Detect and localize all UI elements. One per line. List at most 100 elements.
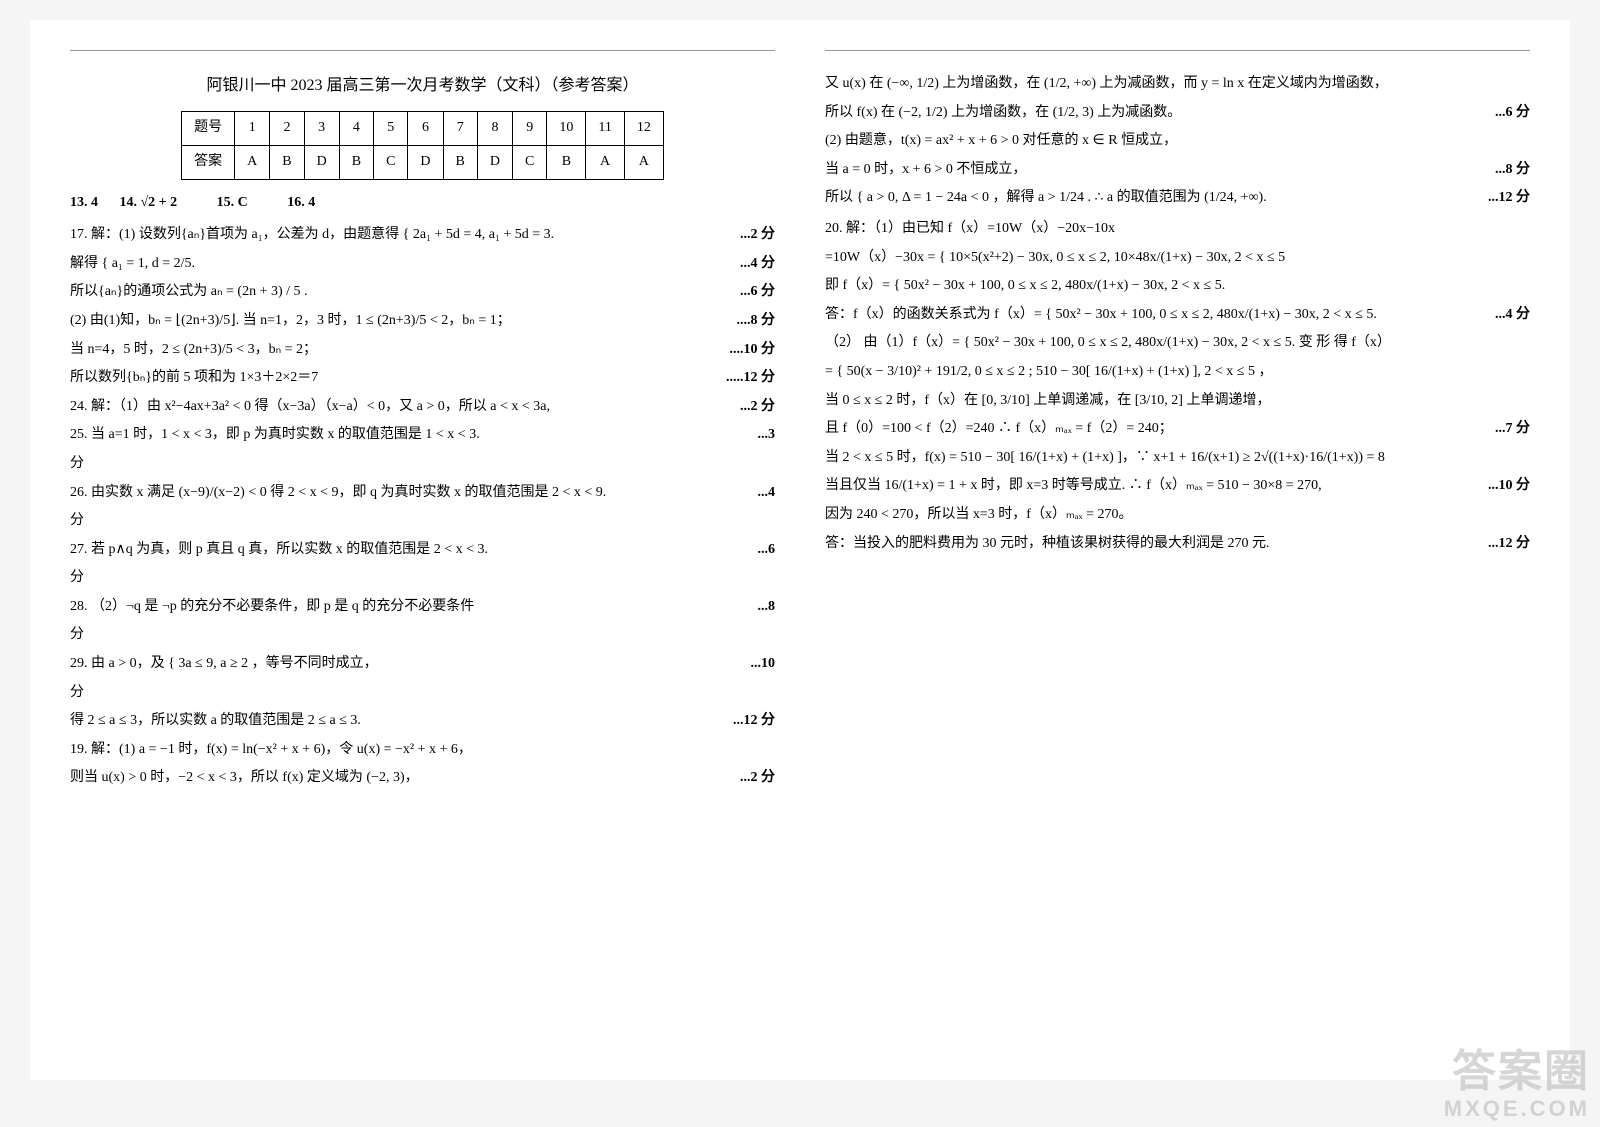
line-points: ...2 分 — [740, 222, 775, 249]
solution-line: 24. 解：（1）由 x²−4ax+3a² < 0 得（x−3a）（x−a）< … — [70, 394, 775, 421]
line-points: ...12 分 — [1488, 185, 1530, 212]
line-text: =10W（x）−30x = { 10×5(x²+2) − 30x, 0 ≤ x … — [825, 245, 1530, 272]
solution-line: 所以 { a > 0, Δ = 1 − 24a < 0 ，解得 a > 1/24… — [825, 185, 1530, 212]
solution-line: 即 f（x）= { 50x² − 30x + 100, 0 ≤ x ≤ 2, 4… — [825, 273, 1530, 300]
line-text: 当且仅当 16/(1+x) = 1 + x 时，即 x=3 时等号成立. ∴ f… — [825, 473, 1468, 500]
left-solution-lines: 17. 解：(1) 设数列{aₙ}首项为 a₁，公差为 d，由题意得 { 2a₁… — [70, 222, 775, 792]
answer-table: 题号 1 2 3 4 5 6 7 8 9 10 11 12 答案 A B D B… — [181, 111, 664, 179]
solution-line: 且 f（0）=100 < f（2）=240 ∴ f（x）ₘₐₓ = f（2）= … — [825, 416, 1530, 443]
header-label: 题号 — [182, 112, 235, 146]
line-text: 20. 解：（1）由已知 f（x）=10W（x）−20x−10x — [825, 216, 1530, 243]
line-points: ...4 — [758, 480, 776, 507]
line-text: 26. 由实数 x 满足 (x−9)/(x−2) < 0 得 2 < x < 9… — [70, 480, 738, 507]
line-text: 28. （2）¬q 是 ¬p 的充分不必要条件，即 p 是 q 的充分不必要条件 — [70, 594, 738, 621]
line-text: 答：f（x）的函数关系式为 f（x）= { 50x² − 30x + 100, … — [825, 302, 1475, 329]
line-points: ...2 分 — [740, 765, 775, 792]
solution-line: (2) 由(1)知，bₙ = ⌊(2n+3)/5⌋. 当 n=1，2，3 时，1… — [70, 308, 775, 335]
solution-line: 27. 若 p∧q 为真，则 p 真且 q 真，所以实数 x 的取值范围是 2 … — [70, 537, 775, 564]
line-points: ...10 分 — [1488, 473, 1530, 500]
line-points: ...8 分 — [1495, 157, 1530, 184]
line-text: 当 2 < x ≤ 5 时，f(x) = 510 − 30[ 16/(1+x) … — [825, 445, 1530, 472]
fill-in-answers: 13. 4 14. √2 + 2 15. C 16. 4 — [70, 190, 775, 217]
line-points: ...12 分 — [733, 708, 775, 735]
line-points: ...7 分 — [1495, 416, 1530, 443]
q16: 16. 4 — [287, 195, 315, 210]
line-text: (2) 由题意，t(x) = ax² + x + 6 > 0 对任意的 x ∈ … — [825, 128, 1530, 155]
solution-line: 当 2 < x ≤ 5 时，f(x) = 510 − 30[ 16/(1+x) … — [825, 445, 1530, 472]
solution-line: 17. 解：(1) 设数列{aₙ}首项为 a₁，公差为 d，由题意得 { 2a₁… — [70, 222, 775, 249]
solution-line: 所以 f(x) 在 (−2, 1/2) 上为增函数，在 (1/2, 3) 上为减… — [825, 100, 1530, 127]
line-text: 所以 { a > 0, Δ = 1 − 24a < 0 ，解得 a > 1/24… — [825, 185, 1468, 212]
line-text: 分 — [70, 565, 775, 592]
line-points: ...6 分 — [740, 279, 775, 306]
solution-line: 所以数列{bₙ}的前 5 项和为 1×3＋2×2＝7.....12 分 — [70, 365, 775, 392]
solution-line: （2） 由（1）f（x）= { 50x² − 30x + 100, 0 ≤ x … — [825, 330, 1530, 357]
q15: 15. C — [217, 195, 248, 210]
solution-line: 解得 { a₁ = 1, d = 2/5....4 分 — [70, 251, 775, 278]
solution-line: 因为 240 < 270，所以当 x=3 时，f（x）ₘₐₓ = 270。 — [825, 502, 1530, 529]
solution-line: 19. 解：(1) a = −1 时，f(x) = ln(−x² + x + 6… — [70, 737, 775, 764]
line-points: ...12 分 — [1488, 531, 1530, 558]
solution-line: 分 — [70, 508, 775, 535]
line-text: = { 50(x − 3/10)² + 191/2, 0 ≤ x ≤ 2 ; 5… — [825, 359, 1530, 386]
line-text: 分 — [70, 680, 775, 707]
line-text: 因为 240 < 270，所以当 x=3 时，f（x）ₘₐₓ = 270。 — [825, 502, 1530, 529]
line-text: 得 2 ≤ a ≤ 3，所以实数 a 的取值范围是 2 ≤ a ≤ 3. — [70, 708, 713, 735]
line-text: 所以数列{bₙ}的前 5 项和为 1×3＋2×2＝7 — [70, 365, 706, 392]
line-points: ...8 — [758, 594, 776, 621]
solution-line: 当 0 ≤ x ≤ 2 时，f（x）在 [0, 3/10] 上单调递减，在 [3… — [825, 388, 1530, 415]
solution-line: 25. 当 a=1 时，1 < x < 3，即 p 为真时实数 x 的取值范围是… — [70, 422, 775, 449]
solution-line: 分 — [70, 622, 775, 649]
line-points: ...6 分 — [1495, 100, 1530, 127]
solution-line: 当 n=4，5 时，2 ≤ (2n+3)/5 < 3，bₙ = 2； ....10… — [70, 337, 775, 364]
line-text: 当 n=4，5 时，2 ≤ (2n+3)/5 < 3，bₙ = 2； — [70, 337, 710, 364]
q13: 13. 4 — [70, 195, 98, 210]
line-text: 则当 u(x) > 0 时，−2 < x < 3，所以 f(x) 定义域为 (−… — [70, 765, 720, 792]
exam-answer-page: 阿银川一中 2023 届高三第一次月考数学（文科）（参考答案） 题号 1 2 3… — [30, 20, 1570, 1080]
line-text: 解得 { a₁ = 1, d = 2/5. — [70, 251, 720, 278]
solution-line: 答：f（x）的函数关系式为 f（x）= { 50x² − 30x + 100, … — [825, 302, 1530, 329]
solution-line: 分 — [70, 565, 775, 592]
line-points: ...2 分 — [740, 394, 775, 421]
solution-line: (2) 由题意，t(x) = ax² + x + 6 > 0 对任意的 x ∈ … — [825, 128, 1530, 155]
line-text: 17. 解：(1) 设数列{aₙ}首项为 a₁，公差为 d，由题意得 { 2a₁… — [70, 222, 720, 249]
solution-line: =10W（x）−30x = { 10×5(x²+2) − 30x, 0 ≤ x … — [825, 245, 1530, 272]
line-text: 29. 由 a > 0，及 { 3a ≤ 9, a ≥ 2 ，等号不同时成立， — [70, 651, 731, 678]
solution-line: 当 a = 0 时，x + 6 > 0 不恒成立， ...8 分 — [825, 157, 1530, 184]
solution-line: 当且仅当 16/(1+x) = 1 + x 时，即 x=3 时等号成立. ∴ f… — [825, 473, 1530, 500]
line-text: 又 u(x) 在 (−∞, 1/2) 上为增函数，在 (1/2, +∞) 上为减… — [825, 71, 1530, 98]
line-points: ...3 — [758, 422, 776, 449]
solution-line: 分 — [70, 451, 775, 478]
answer-table-header-row: 题号 1 2 3 4 5 6 7 8 9 10 11 12 — [182, 112, 664, 146]
answer-table-answer-row: 答案 A B D B C D B D C B A A — [182, 145, 664, 179]
line-points: ...4 分 — [1495, 302, 1530, 329]
line-points: ....10 分 — [730, 337, 776, 364]
q14: 14. √2 + 2 — [120, 195, 178, 210]
line-text: 分 — [70, 508, 775, 535]
line-text: 24. 解：（1）由 x²−4ax+3a² < 0 得（x−3a）（x−a）< … — [70, 394, 720, 421]
solution-line: 得 2 ≤ a ≤ 3，所以实数 a 的取值范围是 2 ≤ a ≤ 3. ...1… — [70, 708, 775, 735]
line-points: ...6 — [758, 537, 776, 564]
line-text: 分 — [70, 622, 775, 649]
line-text: 当 a = 0 时，x + 6 > 0 不恒成立， — [825, 157, 1475, 184]
line-text: 当 0 ≤ x ≤ 2 时，f（x）在 [0, 3/10] 上单调递减，在 [3… — [825, 388, 1530, 415]
line-text: 所以{aₙ}的通项公式为 aₙ = (2n + 3) / 5 . — [70, 279, 720, 306]
solution-line: 26. 由实数 x 满足 (x−9)/(x−2) < 0 得 2 < x < 9… — [70, 480, 775, 507]
line-text: (2) 由(1)知，bₙ = ⌊(2n+3)/5⌋. 当 n=1，2，3 时，1… — [70, 308, 717, 335]
line-text: 25. 当 a=1 时，1 < x < 3，即 p 为真时实数 x 的取值范围是… — [70, 422, 738, 449]
right-solution-lines: 又 u(x) 在 (−∞, 1/2) 上为增函数，在 (1/2, +∞) 上为减… — [825, 71, 1530, 557]
line-text: 分 — [70, 451, 775, 478]
solution-line: 又 u(x) 在 (−∞, 1/2) 上为增函数，在 (1/2, +∞) 上为减… — [825, 71, 1530, 98]
line-points: ...10 — [751, 651, 776, 678]
left-column: 阿银川一中 2023 届高三第一次月考数学（文科）（参考答案） 题号 1 2 3… — [70, 50, 775, 1050]
watermark-big: 答案圈 — [1444, 1048, 1590, 1096]
line-text: 19. 解：(1) a = −1 时，f(x) = ln(−x² + x + 6… — [70, 737, 775, 764]
line-text: 所以 f(x) 在 (−2, 1/2) 上为增函数，在 (1/2, 3) 上为减… — [825, 100, 1475, 127]
answer-row-label: 答案 — [182, 145, 235, 179]
solution-line: 所以{aₙ}的通项公式为 aₙ = (2n + 3) / 5 . ...6 分 — [70, 279, 775, 306]
line-points: ....8 分 — [737, 308, 776, 335]
solution-line: 分 — [70, 680, 775, 707]
solution-line: 29. 由 a > 0，及 { 3a ≤ 9, a ≥ 2 ，等号不同时成立，.… — [70, 651, 775, 678]
line-text: 27. 若 p∧q 为真，则 p 真且 q 真，所以实数 x 的取值范围是 2 … — [70, 537, 738, 564]
line-text: 答：当投入的肥料费用为 30 元时，种植该果树获得的最大利润是 270 元. — [825, 531, 1468, 558]
